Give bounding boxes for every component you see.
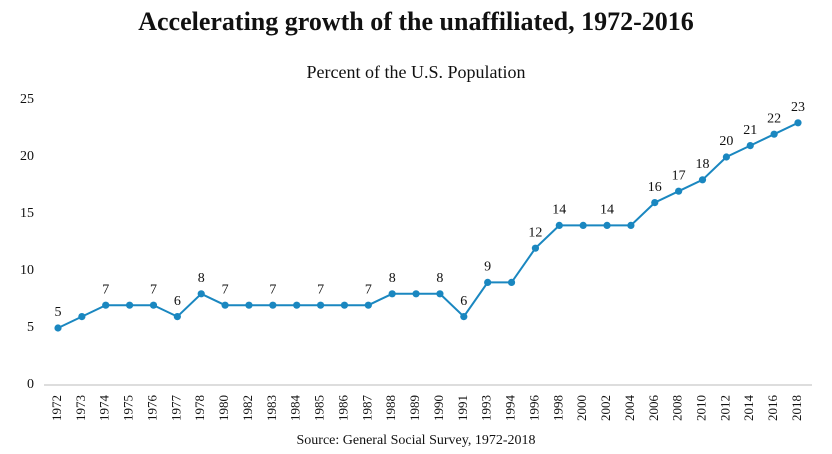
x-tick-label: 2008 bbox=[670, 395, 685, 421]
data-label: 8 bbox=[389, 271, 396, 286]
data-point bbox=[770, 130, 778, 138]
y-tick-label: 10 bbox=[20, 263, 34, 278]
x-tick-label: 1978 bbox=[192, 395, 207, 421]
x-tick-label: 2006 bbox=[646, 395, 661, 422]
data-point bbox=[245, 301, 253, 309]
x-tick-label: 2000 bbox=[574, 395, 589, 421]
x-tick-label: 1975 bbox=[121, 395, 136, 421]
data-label: 8 bbox=[198, 271, 205, 286]
data-point bbox=[316, 301, 325, 309]
data-point bbox=[746, 142, 754, 150]
data-point bbox=[436, 290, 444, 298]
data-label: 20 bbox=[719, 134, 733, 149]
x-tick-label: 2016 bbox=[765, 395, 780, 422]
data-point bbox=[126, 301, 134, 309]
data-label: 6 bbox=[460, 294, 467, 309]
data-label: 21 bbox=[743, 123, 757, 138]
x-tick-label: 1996 bbox=[526, 395, 541, 422]
chart-subtitle: Percent of the U.S. Population bbox=[307, 62, 526, 82]
data-point bbox=[102, 301, 110, 309]
data-point bbox=[221, 301, 229, 309]
y-tick-label: 20 bbox=[20, 149, 34, 164]
data-point bbox=[78, 313, 86, 321]
data-label: 14 bbox=[600, 203, 614, 218]
x-tick-label: 1982 bbox=[240, 395, 255, 421]
data-label: 7 bbox=[317, 282, 324, 297]
y-tick-label: 0 bbox=[27, 377, 34, 392]
x-tick-label: 1980 bbox=[216, 395, 231, 421]
data-label: 7 bbox=[222, 282, 229, 297]
x-tick-label: 1994 bbox=[503, 395, 518, 422]
data-label: 6 bbox=[174, 294, 181, 309]
data-point bbox=[173, 313, 181, 321]
data-point bbox=[388, 290, 396, 298]
data-point bbox=[149, 301, 158, 309]
x-tick-label: 1974 bbox=[97, 395, 112, 422]
x-tick-label: 1989 bbox=[407, 395, 422, 421]
source-note: Source: General Social Survey, 1972-2018 bbox=[297, 433, 536, 448]
x-tick-label: 1983 bbox=[264, 395, 279, 421]
data-point bbox=[507, 278, 516, 286]
x-tick-label: 2012 bbox=[717, 395, 732, 421]
data-label: 9 bbox=[484, 260, 491, 275]
x-tick-label: 1972 bbox=[49, 395, 64, 421]
data-label: 8 bbox=[436, 271, 443, 286]
x-tick-label: 1977 bbox=[168, 395, 183, 422]
data-label: 5 bbox=[55, 305, 62, 320]
data-point bbox=[555, 221, 563, 229]
chart-title: Accelerating growth of the unaffiliated,… bbox=[138, 7, 694, 36]
data-label: 17 bbox=[672, 168, 686, 183]
x-tick-label: 2014 bbox=[741, 395, 756, 422]
x-tick-label: 1988 bbox=[383, 395, 398, 421]
x-tick-label: 1984 bbox=[288, 395, 303, 422]
data-label: 16 bbox=[648, 180, 662, 195]
data-point bbox=[293, 301, 301, 309]
data-point bbox=[675, 187, 683, 195]
y-tick-label: 5 bbox=[27, 320, 34, 335]
data-point bbox=[197, 290, 205, 298]
x-tick-label: 1998 bbox=[550, 395, 565, 421]
x-tick-label: 1986 bbox=[335, 395, 350, 422]
x-tick-label: 1985 bbox=[312, 395, 327, 421]
data-label: 7 bbox=[102, 282, 109, 297]
data-point bbox=[794, 119, 802, 127]
data-point bbox=[531, 244, 540, 252]
x-tick-label: 1991 bbox=[455, 395, 470, 421]
data-point bbox=[269, 301, 277, 309]
data-label: 12 bbox=[528, 225, 542, 240]
x-tick-label: 2002 bbox=[598, 395, 613, 421]
data-point bbox=[627, 221, 635, 229]
data-label: 7 bbox=[150, 282, 157, 297]
data-point bbox=[412, 290, 420, 298]
data-point bbox=[722, 153, 730, 161]
data-point bbox=[603, 221, 611, 229]
data-point bbox=[340, 301, 349, 309]
x-tick-label: 1987 bbox=[359, 395, 374, 422]
x-tick-label: 1973 bbox=[73, 395, 88, 421]
data-label: 7 bbox=[365, 282, 372, 297]
y-tick-label: 25 bbox=[20, 92, 34, 107]
data-label: 7 bbox=[269, 282, 276, 297]
data-point bbox=[460, 313, 468, 321]
data-line bbox=[57, 121, 799, 329]
data-label: 14 bbox=[552, 203, 566, 218]
data-label: 23 bbox=[791, 100, 805, 115]
x-tick-label: 2004 bbox=[622, 395, 637, 422]
x-tick-label: 1990 bbox=[431, 395, 446, 421]
x-tick-label: 1976 bbox=[144, 395, 159, 422]
x-tick-label: 2010 bbox=[694, 395, 709, 421]
y-tick-label: 15 bbox=[20, 206, 34, 221]
x-tick-label: 1993 bbox=[479, 395, 494, 421]
x-tick-label: 2018 bbox=[789, 395, 804, 421]
data-point bbox=[651, 199, 659, 207]
data-point bbox=[364, 301, 372, 309]
data-point bbox=[54, 324, 62, 332]
data-label: 18 bbox=[696, 157, 710, 172]
data-point bbox=[579, 221, 587, 229]
data-point bbox=[484, 278, 492, 286]
data-point bbox=[698, 176, 707, 184]
data-label: 22 bbox=[767, 111, 781, 126]
